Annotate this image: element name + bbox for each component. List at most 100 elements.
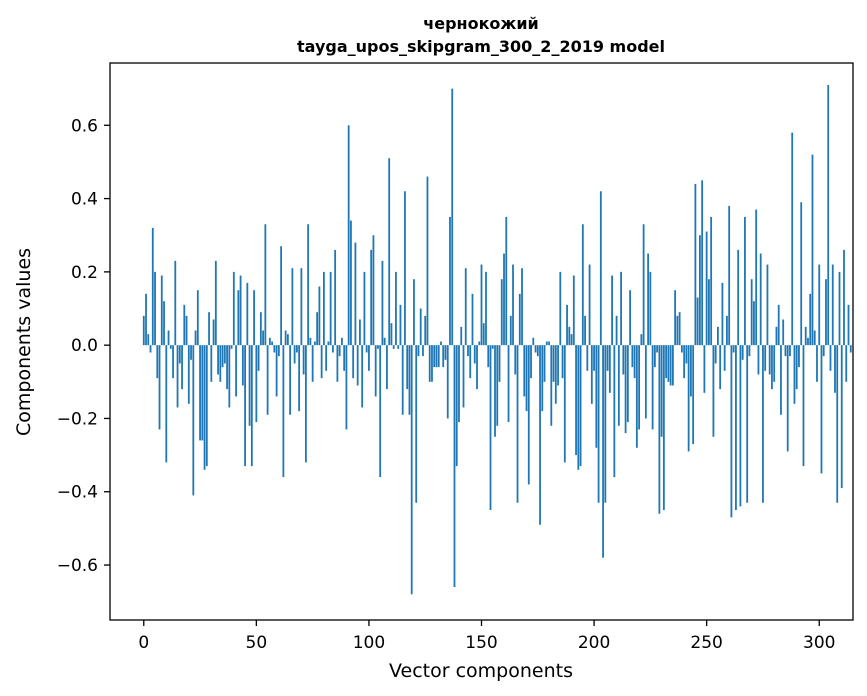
- bar-113: [397, 345, 400, 349]
- bar-83: [329, 271, 332, 346]
- x-tick-label: 200: [578, 633, 610, 653]
- bar-39: [230, 345, 233, 349]
- x-axis-label: Vector components: [389, 660, 573, 682]
- bar-158: [498, 345, 501, 382]
- x-tick-label: 150: [465, 633, 497, 653]
- bar-189: [568, 326, 571, 346]
- bar-160: [503, 253, 505, 346]
- bar-213: [622, 345, 625, 375]
- bar-266: [741, 345, 744, 360]
- bar-44: [241, 345, 244, 386]
- bar-255: [717, 326, 719, 346]
- bar-187: [563, 345, 566, 463]
- bar-188: [566, 304, 568, 346]
- bar-217: [631, 345, 634, 368]
- bar-76: [313, 341, 316, 346]
- bar-66: [291, 268, 294, 346]
- bar-215: [626, 345, 629, 423]
- bar-205: [604, 345, 607, 503]
- y-tick-label: 0.0: [71, 336, 98, 356]
- bar-294: [804, 326, 807, 346]
- bar-161: [505, 216, 508, 346]
- bar-259: [726, 315, 728, 346]
- bar-17: [181, 345, 183, 390]
- bar-180: [548, 341, 550, 346]
- bar-30: [210, 345, 213, 382]
- bar-7: [158, 345, 161, 430]
- bar-225: [649, 271, 652, 346]
- bar-221: [640, 334, 643, 346]
- y-tick-label: 0.4: [71, 190, 98, 210]
- bar-313: [847, 304, 850, 346]
- bar-263: [735, 345, 737, 511]
- bar-2: [147, 334, 150, 346]
- bar-110: [390, 323, 393, 346]
- bar-271: [753, 301, 755, 346]
- bar-49: [253, 290, 255, 346]
- bar-223: [644, 345, 647, 419]
- bar-148: [476, 345, 478, 390]
- bar-273: [757, 345, 760, 375]
- bar-119: [410, 345, 413, 595]
- bar-214: [624, 345, 627, 434]
- chart-subtitle: tayga_upos_skipgram_300_2_2019 model: [297, 37, 665, 56]
- bar-306: [831, 264, 834, 346]
- bar-200: [593, 345, 595, 371]
- bar-121: [415, 345, 418, 503]
- bar-302: [822, 345, 825, 357]
- bar-149: [478, 341, 481, 346]
- bar-81: [325, 345, 328, 371]
- bar-122: [417, 345, 420, 357]
- bar-138: [453, 345, 456, 588]
- bar-36: [223, 345, 226, 364]
- bar-124: [422, 345, 424, 357]
- bar-269: [748, 345, 751, 357]
- bar-242: [687, 345, 690, 452]
- y-tick-label: 0.6: [71, 116, 98, 136]
- bar-147: [473, 345, 476, 364]
- bar-245: [694, 183, 697, 346]
- bar-209: [613, 345, 616, 478]
- bar-287: [789, 345, 791, 357]
- bar-177: [541, 345, 544, 412]
- bar-235: [671, 345, 674, 386]
- y-tick-label: −0.2: [57, 409, 98, 429]
- bar-93: [352, 345, 355, 379]
- bar-77: [316, 312, 319, 346]
- bar-102: [372, 235, 375, 346]
- bar-112: [395, 271, 397, 346]
- bar-116: [404, 191, 406, 346]
- bar-254: [714, 345, 717, 364]
- bar-109: [388, 158, 391, 346]
- bar-274: [759, 253, 762, 346]
- bar-152: [485, 271, 487, 346]
- bar-132: [440, 341, 442, 346]
- bar-168: [521, 268, 523, 346]
- bar-178: [543, 345, 546, 382]
- x-tick-label: 250: [690, 633, 722, 653]
- y-tick-label: 0.2: [71, 263, 98, 283]
- bar-179: [545, 341, 548, 346]
- bar-14: [174, 260, 177, 346]
- bar-41: [235, 345, 237, 397]
- bar-65: [289, 345, 292, 415]
- bar-9: [163, 301, 165, 346]
- bar-208: [611, 275, 613, 346]
- bar-32: [214, 260, 217, 346]
- bar-280: [773, 345, 776, 382]
- bar-37: [226, 345, 228, 390]
- bar-139: [455, 345, 458, 467]
- bar-275: [762, 345, 764, 503]
- bar-182: [552, 345, 555, 382]
- bar-228: [656, 345, 659, 353]
- bar-5: [154, 271, 156, 346]
- x-tick-label: 50: [246, 633, 268, 653]
- bar-257: [721, 282, 724, 346]
- bar-123: [419, 308, 422, 346]
- bar-303: [825, 279, 827, 346]
- bar-90: [345, 345, 348, 430]
- bar-237: [676, 315, 679, 346]
- bar-163: [509, 315, 512, 346]
- bar-107: [383, 337, 386, 346]
- bar-300: [818, 264, 821, 346]
